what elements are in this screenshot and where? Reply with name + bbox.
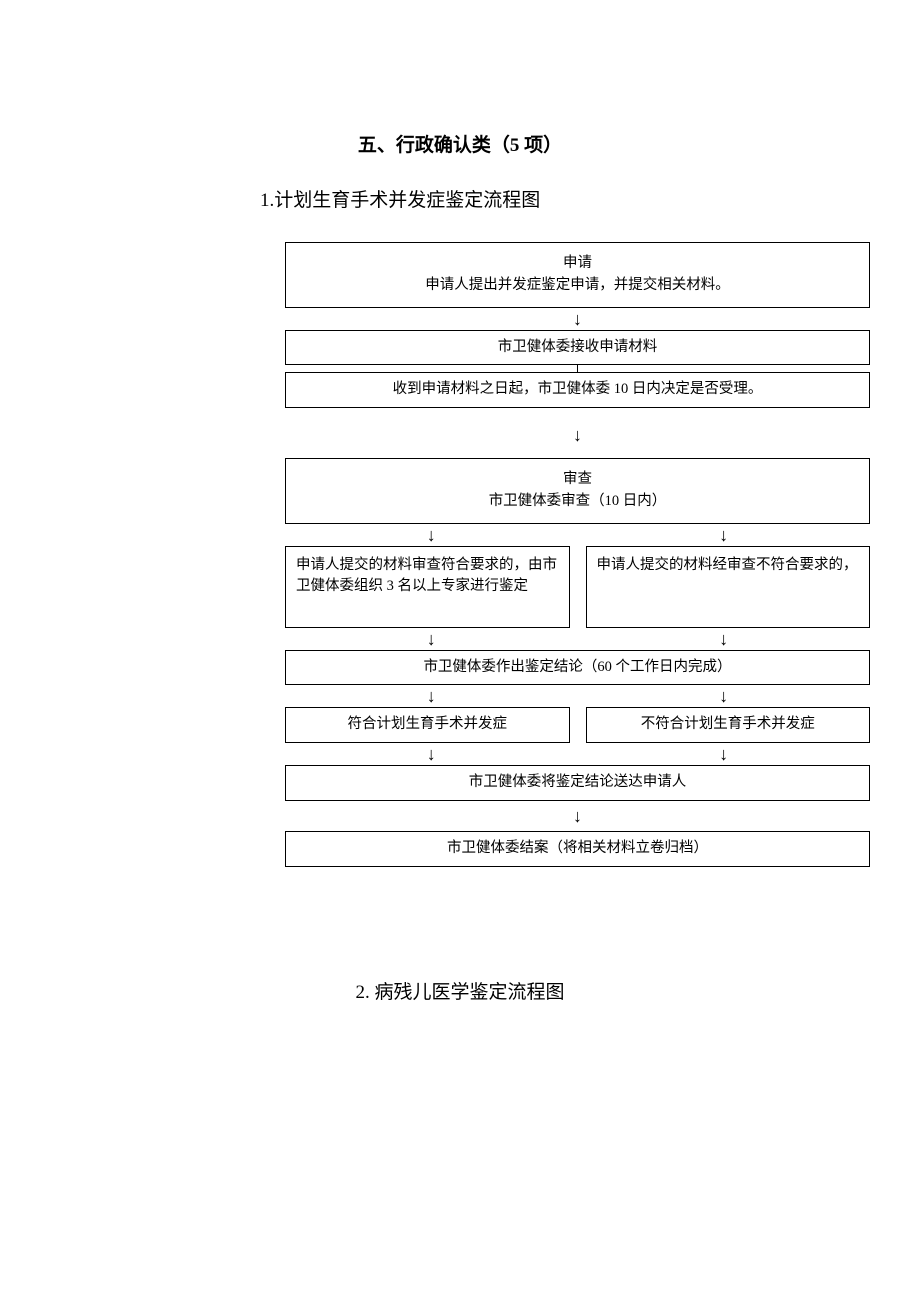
step-not-complies: 不符合计划生育手术并发症: [586, 707, 871, 743]
step-apply-l1: 申请: [296, 253, 859, 275]
sub-title-2: 2. 病残儿医学鉴定流程图: [60, 977, 860, 1004]
main-title: 五、行政确认类（5 项）: [60, 130, 860, 157]
step-review: 审查 市卫健体委审查（10 日内）: [285, 458, 870, 524]
flowchart: 申请 申请人提出并发症鉴定申请，并提交相关材料。 ↓ 市卫健体委接收申请材料 收…: [285, 242, 870, 867]
arrow-icon: ↓: [285, 801, 870, 831]
arrow-split: ↓ ↓: [285, 524, 870, 546]
row-branch-2: 符合计划生育手术并发症 不符合计划生育手术并发症: [285, 707, 870, 743]
step-review-l2: 市卫健体委审查（10 日内）: [296, 491, 859, 513]
step-review-l1: 审查: [296, 469, 859, 491]
arrow-icon: ↓: [578, 524, 871, 546]
step-complies: 符合计划生育手术并发症: [285, 707, 570, 743]
connector-line: [577, 365, 578, 372]
step-fail: 申请人提交的材料经审查不符合要求的，: [586, 546, 871, 628]
sub-title-1: 1.计划生育手术并发症鉴定流程图: [260, 185, 860, 212]
arrow-icon: ↓: [285, 408, 870, 458]
arrow-icon: ↓: [285, 308, 870, 330]
step-conclusion: 市卫健体委作出鉴定结论（60 个工作日内完成）: [285, 650, 870, 686]
arrow-icon: ↓: [578, 685, 871, 707]
step-close: 市卫健体委结案（将相关材料立卷归档）: [285, 831, 870, 867]
arrow-split-2: ↓ ↓: [285, 685, 870, 707]
arrow-icon: ↓: [578, 628, 871, 650]
row-branch-1: 申请人提交的材料审查符合要求的，由市卫健体委组织 3 名以上专家进行鉴定 申请人…: [285, 546, 870, 628]
arrow-icon: ↓: [285, 685, 578, 707]
step-apply-l2: 申请人提出并发症鉴定申请，并提交相关材料。: [296, 275, 859, 297]
arrow-icon: ↓: [285, 628, 578, 650]
step-pass: 申请人提交的材料审查符合要求的，由市卫健体委组织 3 名以上专家进行鉴定: [285, 546, 570, 628]
arrow-icon: ↓: [285, 743, 578, 765]
step-apply: 申请 申请人提出并发症鉴定申请，并提交相关材料。: [285, 242, 870, 308]
arrow-merge-2: ↓ ↓: [285, 743, 870, 765]
step-deliver: 市卫健体委将鉴定结论送达申请人: [285, 765, 870, 801]
arrow-icon: ↓: [285, 524, 578, 546]
arrow-merge: ↓ ↓: [285, 628, 870, 650]
arrow-icon: ↓: [578, 743, 871, 765]
step-decide: 收到申请材料之日起，市卫健体委 10 日内决定是否受理。: [285, 372, 870, 408]
step-receive: 市卫健体委接收申请材料: [285, 330, 870, 366]
